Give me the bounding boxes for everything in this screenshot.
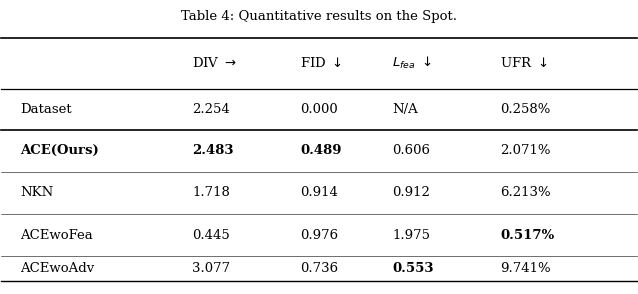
Text: 2.483: 2.483 (192, 144, 234, 157)
Text: 0.914: 0.914 (300, 186, 338, 199)
Text: 9.741%: 9.741% (500, 262, 551, 275)
Text: ACE(Ours): ACE(Ours) (20, 144, 99, 157)
Text: 2.254: 2.254 (192, 103, 230, 116)
Text: $L_{fea}$ $\downarrow$: $L_{fea}$ $\downarrow$ (392, 55, 431, 71)
Text: FID $\downarrow$: FID $\downarrow$ (300, 56, 342, 70)
Text: 1.975: 1.975 (392, 229, 430, 242)
Text: ACEwoFea: ACEwoFea (20, 229, 93, 242)
Text: 0.606: 0.606 (392, 144, 430, 157)
Text: Table 4: Quantitative results on the Spot.: Table 4: Quantitative results on the Spo… (181, 10, 457, 23)
Text: 0.258%: 0.258% (500, 103, 551, 116)
Text: 0.736: 0.736 (300, 262, 338, 275)
Text: 0.489: 0.489 (300, 144, 341, 157)
Text: Dataset: Dataset (20, 103, 72, 116)
Text: 0.912: 0.912 (392, 186, 430, 199)
Text: ACEwoAdv: ACEwoAdv (20, 262, 94, 275)
Text: 0.517%: 0.517% (500, 229, 554, 242)
Text: 1.718: 1.718 (192, 186, 230, 199)
Text: UFR $\downarrow$: UFR $\downarrow$ (500, 56, 547, 70)
Text: DIV $\rightarrow$: DIV $\rightarrow$ (192, 56, 237, 70)
Text: 0.976: 0.976 (300, 229, 338, 242)
Text: N/A: N/A (392, 103, 418, 116)
Text: NKN: NKN (20, 186, 54, 199)
Text: 2.071%: 2.071% (500, 144, 551, 157)
Text: 3.077: 3.077 (192, 262, 230, 275)
Text: 0.553: 0.553 (392, 262, 434, 275)
Text: 0.000: 0.000 (300, 103, 338, 116)
Text: 0.445: 0.445 (192, 229, 230, 242)
Text: 6.213%: 6.213% (500, 186, 551, 199)
